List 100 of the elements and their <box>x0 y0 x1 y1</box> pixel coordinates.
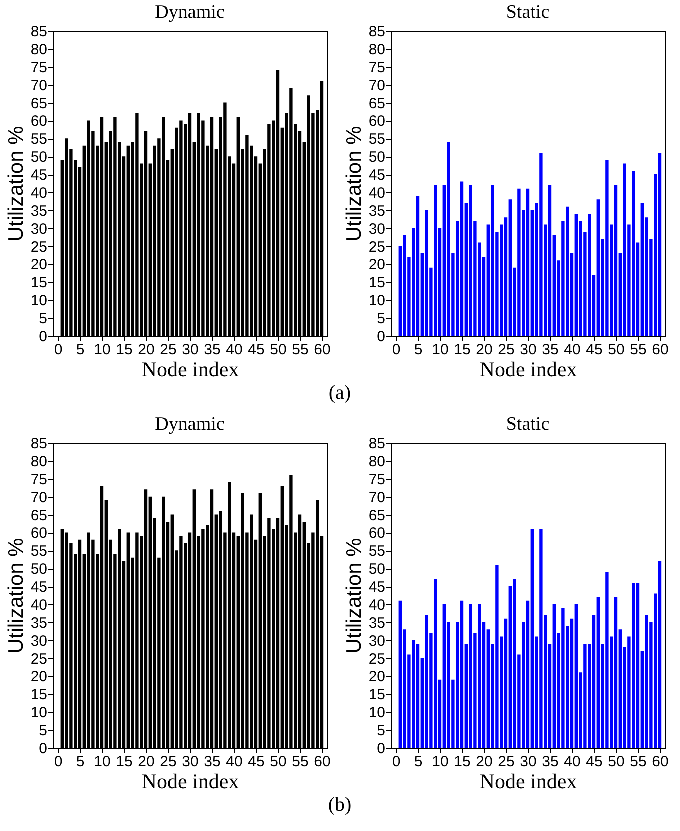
x-tick-label: 30 <box>182 754 199 770</box>
y-tick-label: 25 <box>368 650 386 668</box>
text: (a) <box>328 382 352 405</box>
y-tick-label: 70 <box>30 77 48 94</box>
y-tick-label: 40 <box>368 596 386 614</box>
y-tick-label: 65 <box>30 507 48 524</box>
y-tick-label: 40 <box>368 184 386 202</box>
y-tick-label: 35 <box>30 202 48 220</box>
y-tick-label: 10 <box>368 704 386 722</box>
x-tick-label: 0 <box>392 342 401 358</box>
y-tick-label: 50 <box>368 561 386 578</box>
y-tick-label: 65 <box>368 507 386 524</box>
x-tick-label: 60 <box>652 342 669 358</box>
x-tick-label: 40 <box>226 754 243 770</box>
y-tick-label: 75 <box>368 59 386 76</box>
y-tick-label: 20 <box>368 256 386 274</box>
y-tick-label: 75 <box>30 59 48 76</box>
y-tick-label: 75 <box>30 471 48 488</box>
x-tick-label: 15 <box>454 342 471 358</box>
x-tick-label: 50 <box>270 754 287 770</box>
y-tick-label: 35 <box>30 614 48 632</box>
y-tick-label: 85 <box>30 24 48 40</box>
bar <box>658 153 662 336</box>
y-axis-title: Utilization % <box>342 538 366 654</box>
text: (b) <box>327 794 353 817</box>
y-tick-label: 25 <box>30 238 48 256</box>
x-tick-label: 0 <box>392 754 401 770</box>
y-tick-label: 50 <box>30 149 48 166</box>
x-tick-label: 55 <box>630 342 647 358</box>
bar <box>416 196 420 336</box>
x-tick-label: 25 <box>498 342 515 358</box>
x-axis-title: Node index <box>480 770 578 794</box>
y-tick-label: 10 <box>30 292 48 310</box>
y-tick-label: 55 <box>30 543 48 560</box>
y-tick-label: 0 <box>39 328 48 346</box>
y-tick-label: 70 <box>368 489 386 506</box>
y-tick-label: 75 <box>368 471 386 488</box>
y-tick-label: 5 <box>377 722 386 740</box>
y-tick-label: 85 <box>368 24 386 40</box>
y-tick-label: 55 <box>368 543 386 560</box>
x-axis-title: Node index <box>480 358 578 382</box>
y-tick-label: 15 <box>368 686 386 704</box>
x-tick-label: 20 <box>476 342 493 358</box>
x-tick-label: 60 <box>314 342 331 358</box>
y-tick-label: 5 <box>39 722 48 740</box>
y-tick-label: 5 <box>377 310 386 328</box>
x-tick-label: 45 <box>586 754 603 770</box>
y-tick-label: 80 <box>368 453 386 470</box>
x-tick-label: 25 <box>160 342 177 358</box>
x-tick-label: 30 <box>520 342 537 358</box>
y-tick-label: 45 <box>30 579 48 596</box>
y-tick-label: 80 <box>30 41 48 58</box>
y-tick-label: 15 <box>30 686 48 704</box>
bar <box>460 600 464 748</box>
x-tick-label: 40 <box>226 342 243 358</box>
y-tick-label: 30 <box>368 220 386 238</box>
y-tick-label: 40 <box>30 596 48 614</box>
x-tick-label: 5 <box>76 754 85 770</box>
chart-title: Static <box>506 414 550 435</box>
y-tick-label: 30 <box>30 632 48 650</box>
x-tick-label: 55 <box>630 754 647 770</box>
y-tick-label: 35 <box>368 202 386 220</box>
y-tick-label: 30 <box>368 632 386 650</box>
y-tick-label: 30 <box>30 220 48 238</box>
y-tick-label: 50 <box>30 561 48 578</box>
y-tick-label: 50 <box>368 149 386 166</box>
x-tick-label: 60 <box>314 754 331 770</box>
x-tick-label: 5 <box>414 342 423 358</box>
x-tick-label: 30 <box>182 342 199 358</box>
y-tick-label: 85 <box>368 436 386 452</box>
x-tick-label: 5 <box>414 754 423 770</box>
y-tick-label: 45 <box>368 579 386 596</box>
y-tick-label: 25 <box>368 238 386 256</box>
x-tick-label: 20 <box>138 342 155 358</box>
x-tick-label: 35 <box>542 342 559 358</box>
y-axis-title: Utilization % <box>4 538 28 654</box>
chart-title: Dynamic <box>155 2 225 23</box>
x-tick-label: 0 <box>54 754 63 770</box>
y-tick-label: 60 <box>30 525 48 542</box>
y-tick-label: 10 <box>30 704 48 722</box>
x-tick-label: 50 <box>608 754 625 770</box>
bar <box>548 185 552 336</box>
y-tick-label: 0 <box>377 740 386 758</box>
x-tick-label: 40 <box>564 342 581 358</box>
x-tick-label: 0 <box>54 342 63 358</box>
y-tick-label: 60 <box>368 525 386 542</box>
y-tick-label: 55 <box>368 131 386 148</box>
x-tick-label: 20 <box>476 754 493 770</box>
y-tick-label: 45 <box>368 167 386 184</box>
x-tick-label: 55 <box>292 754 309 770</box>
y-tick-label: 85 <box>30 436 48 452</box>
x-tick-label: 30 <box>520 754 537 770</box>
x-tick-label: 50 <box>270 342 287 358</box>
y-tick-label: 65 <box>368 95 386 112</box>
x-axis-title: Node index <box>142 358 240 382</box>
x-tick-label: 45 <box>248 754 265 770</box>
x-tick-label: 10 <box>94 342 111 358</box>
x-tick-label: 45 <box>586 342 603 358</box>
y-tick-label: 20 <box>30 256 48 274</box>
y-tick-label: 80 <box>30 453 48 470</box>
